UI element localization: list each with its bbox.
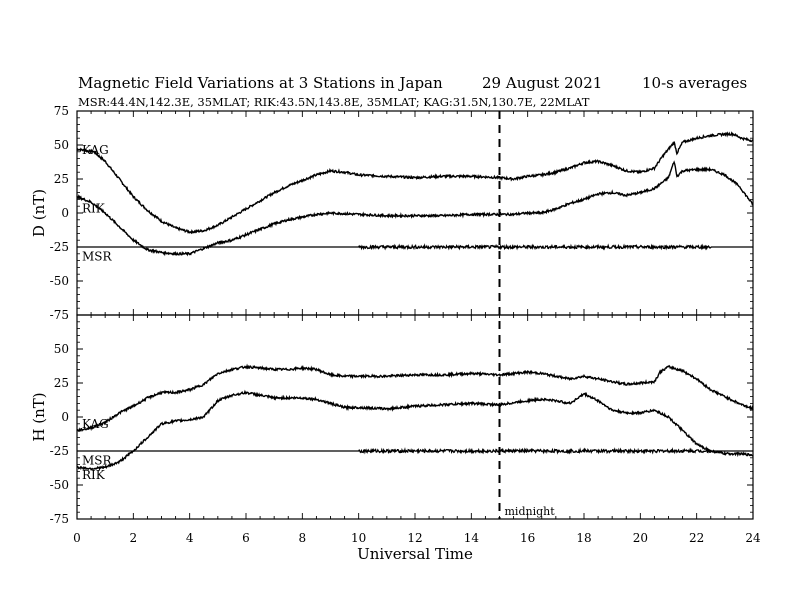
x-tick-label: 10 bbox=[351, 531, 366, 545]
x-tick-label: 24 bbox=[745, 531, 761, 545]
x-tick-label: 2 bbox=[130, 531, 138, 545]
series-label-kag: KAG bbox=[82, 417, 109, 431]
series-line-kag bbox=[76, 363, 754, 433]
y-tick-label: 0 bbox=[61, 410, 69, 424]
series-line-kag bbox=[76, 131, 754, 235]
series-label-msr: MSR bbox=[82, 250, 113, 264]
y-tick-label: -75 bbox=[50, 308, 69, 322]
midnight-label: midnight bbox=[505, 505, 556, 518]
x-tick-label: 16 bbox=[520, 531, 535, 545]
series-label-kag: KAG bbox=[82, 143, 109, 157]
x-axis-label: Universal Time bbox=[357, 545, 473, 563]
y-tick-label: 50 bbox=[54, 342, 69, 356]
series-label-rik: RIK bbox=[82, 201, 106, 215]
x-tick-label: 6 bbox=[242, 531, 250, 545]
y-tick-label: 0 bbox=[61, 206, 69, 220]
y-axis-label: D (nT) bbox=[30, 189, 48, 237]
y-tick-label: -50 bbox=[50, 478, 69, 492]
series-label-msr: MSR bbox=[82, 454, 113, 468]
x-tick-label: 14 bbox=[464, 531, 480, 545]
x-tick-label: 0 bbox=[73, 531, 81, 545]
chart-date: 29 August 2021 bbox=[482, 74, 602, 92]
y-tick-label: -25 bbox=[50, 444, 69, 458]
x-tick-label: 18 bbox=[576, 531, 591, 545]
series-line-rik bbox=[76, 160, 754, 257]
series-line-msr bbox=[77, 447, 753, 455]
x-tick-label: 22 bbox=[689, 531, 704, 545]
x-tick-label: 20 bbox=[633, 531, 648, 545]
x-tick-label: 4 bbox=[186, 531, 194, 545]
x-tick-label: 8 bbox=[299, 531, 307, 545]
y-tick-label: 75 bbox=[54, 104, 69, 118]
x-tick-label: 12 bbox=[407, 531, 422, 545]
series-line-msr bbox=[77, 243, 753, 251]
series-line-rik bbox=[76, 389, 754, 471]
y-tick-label: -75 bbox=[50, 512, 69, 526]
panel-frame bbox=[76, 314, 754, 520]
y-tick-label: -50 bbox=[50, 274, 69, 288]
panel-frame bbox=[76, 110, 754, 316]
chart-note: 10-s averages bbox=[642, 74, 747, 92]
series-label-rik: RIK bbox=[82, 468, 106, 482]
y-tick-label: -25 bbox=[50, 240, 69, 254]
chart-title: Magnetic Field Variations at 3 Stations … bbox=[78, 74, 443, 92]
y-tick-label: 25 bbox=[54, 172, 69, 186]
y-tick-label: 25 bbox=[54, 376, 69, 390]
chart-subtitle: MSR:44.4N,142.3E, 35MLAT; RIK:43.5N,143.… bbox=[78, 95, 590, 109]
y-axis-label: H (nT) bbox=[30, 392, 48, 441]
y-tick-label: 50 bbox=[54, 138, 69, 152]
